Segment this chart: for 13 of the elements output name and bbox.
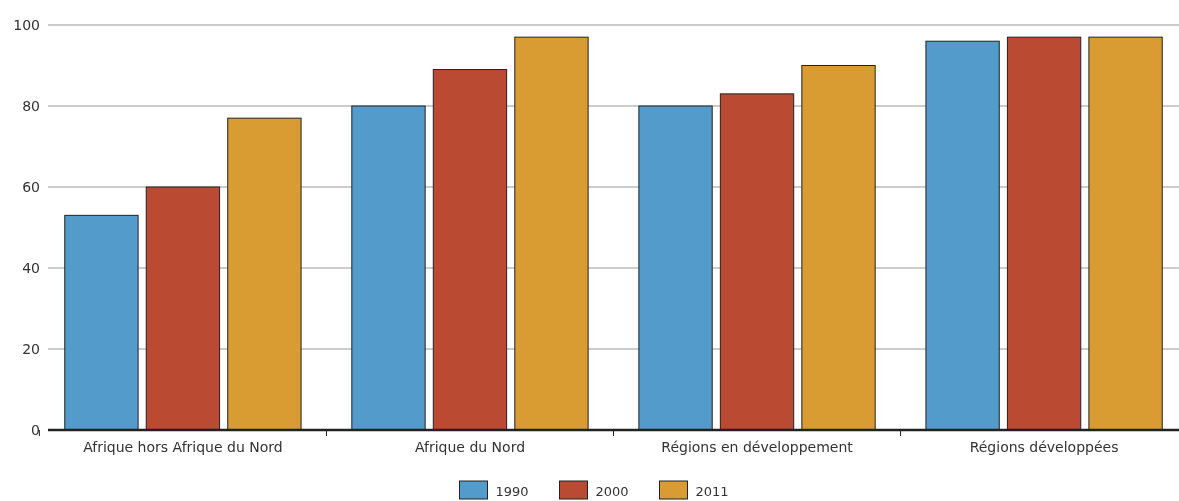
y-tick-label: 40: [22, 259, 40, 276]
legend-label: 1990: [495, 484, 529, 499]
legend-label: 2000: [595, 484, 629, 499]
x-tick-label: Régions développées: [969, 439, 1119, 455]
legend-label: 2011: [695, 484, 729, 499]
y-tick-label: 100: [13, 16, 40, 33]
y-tick-label: 20: [22, 340, 40, 357]
y-tick-label: 0: [31, 421, 40, 438]
x-tick-label: Afrique du Nord: [414, 439, 526, 455]
x-tick-label: Régions en développement: [661, 439, 854, 455]
y-tick-label: 60: [22, 178, 40, 195]
y-tick-label: 80: [22, 97, 40, 114]
x-tick-label: Afrique hors Afrique du Nord: [83, 439, 283, 455]
